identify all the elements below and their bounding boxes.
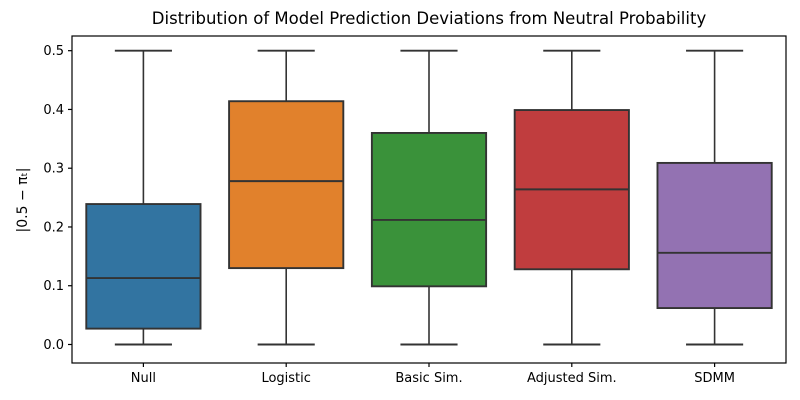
x-tick-label-sdmm: SDMM	[694, 371, 735, 386]
y-tick-label: 0.1	[43, 279, 64, 294]
x-tick-label-adjusted-sim: Adjusted Sim.	[527, 371, 617, 386]
chart-title: Distribution of Model Prediction Deviati…	[152, 9, 707, 28]
box-basic-sim	[370, 132, 488, 288]
box-null	[85, 203, 202, 330]
box-logistic	[228, 100, 345, 270]
y-tick-label: 0.2	[43, 220, 64, 235]
y-tick-label: 0.3	[43, 162, 64, 177]
y-tick-label: 0.4	[43, 103, 64, 118]
x-tick-label-null: Null	[131, 371, 156, 386]
y-tick-label: 0.0	[43, 338, 64, 353]
box-sdmm	[656, 161, 773, 310]
y-axis-label: |0.5 − πₜ|	[15, 168, 31, 233]
x-tick-label-basic-sim: Basic Sim.	[395, 371, 462, 386]
x-tick-label-logistic: Logistic	[261, 371, 310, 386]
y-tick-label: 0.5	[43, 44, 64, 59]
